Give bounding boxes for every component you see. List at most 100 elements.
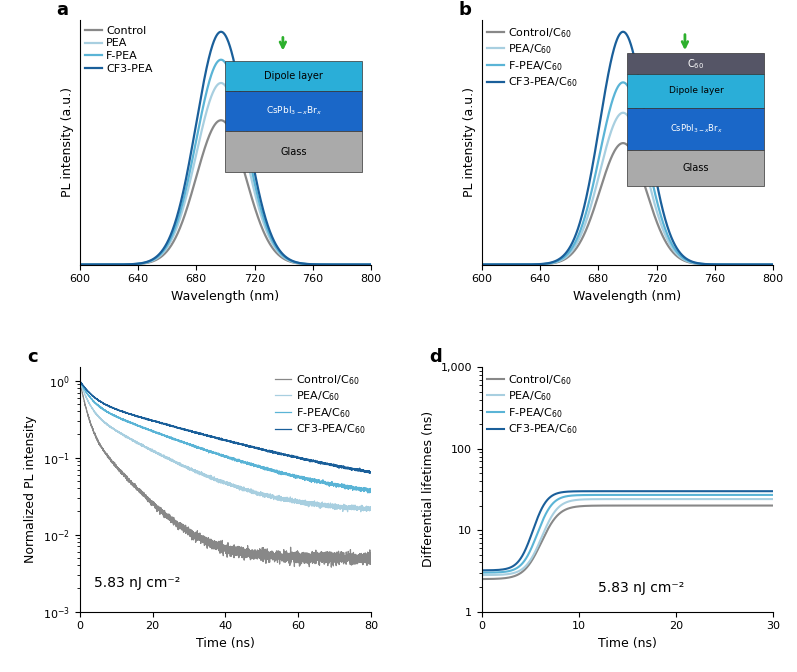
Control/C$_{60}$: [492, 575, 501, 583]
Line: CF3-PEA/C$_{60}$: CF3-PEA/C$_{60}$: [80, 380, 371, 473]
Legend: Control/C$_{60}$, PEA/C$_{60}$, F-PEA/C$_{60}$, CF3-PEA/C$_{60}$: Control/C$_{60}$, PEA/C$_{60}$, F-PEA/C$…: [275, 373, 366, 436]
Control: [252, 210, 261, 218]
CF3-PEA/C$_{60}$: [477, 566, 487, 575]
CF3-PEA/C$_{60}$: [768, 487, 778, 495]
Control/C$_{60}$: [768, 261, 778, 269]
CF3-PEA/C$_{60}$: [760, 487, 769, 495]
Control/C$_{60}$: [654, 223, 664, 231]
PEA/C$_{60}$: [698, 260, 708, 268]
F-PEA/C$_{60}$: [768, 491, 778, 499]
F-PEA/C$_{60}$: [343, 483, 352, 491]
CF3-PEA/C$_{60}$: [706, 487, 716, 495]
Line: Control/C$_{60}$: Control/C$_{60}$: [481, 143, 773, 265]
PEA/C$_{60}$: [367, 503, 376, 511]
PEA/C$_{60}$: [618, 495, 628, 503]
CF3-PEA: [75, 261, 84, 269]
Control/C$_{60}$: [327, 563, 336, 571]
CF3-PEA/C$_{60}$: [663, 223, 673, 231]
Line: PEA/C$_{60}$: PEA/C$_{60}$: [482, 499, 773, 575]
X-axis label: Wavelength (nm): Wavelength (nm): [171, 290, 280, 303]
CF3-PEA: [367, 261, 376, 269]
F-PEA/C$_{60}$: [495, 261, 505, 269]
PEA/C$_{60}$: [356, 508, 366, 516]
X-axis label: Wavelength (nm): Wavelength (nm): [573, 290, 681, 303]
PEA/C$_{60}$: [287, 496, 296, 504]
F-PEA/C$_{60}$: [706, 491, 716, 499]
F-PEA/C$_{60}$: [663, 231, 673, 239]
Control: [92, 261, 102, 269]
Legend: Control, PEA, F-PEA, CF3-PEA: Control, PEA, F-PEA, CF3-PEA: [85, 26, 153, 74]
F-PEA/C$_{60}$: [477, 261, 486, 269]
F-PEA/C$_{60}$: [768, 261, 778, 269]
PEA/C$_{60}$: [198, 470, 207, 478]
CF3-PEA: [217, 28, 226, 36]
CF3-PEA: [245, 139, 254, 147]
F-PEA/C$_{60}$: [357, 485, 367, 493]
Line: Control: Control: [80, 120, 371, 265]
PEA/C$_{60}$: [618, 109, 628, 117]
CF3-PEA: [326, 261, 336, 269]
Control/C$_{60}$: [706, 501, 716, 509]
F-PEA/C$_{60}$: [75, 377, 84, 385]
F-PEA: [296, 259, 306, 267]
Control: [217, 116, 226, 124]
PEA/C$_{60}$: [768, 261, 778, 269]
PEA: [245, 166, 254, 174]
PEA/C$_{60}$: [477, 261, 486, 269]
PEA/C$_{60}$: [492, 571, 501, 579]
F-PEA/C$_{60}$: [654, 205, 664, 213]
Control/C$_{60}$: [728, 261, 738, 269]
F-PEA: [245, 154, 254, 162]
Control/C$_{60}$: [495, 261, 505, 269]
CF3-PEA/C$_{60}$: [75, 376, 84, 384]
PEA: [92, 261, 102, 269]
CF3-PEA/C$_{60}$: [768, 261, 778, 269]
Y-axis label: Differential lifetimes (ns): Differential lifetimes (ns): [422, 411, 435, 567]
F-PEA: [252, 189, 261, 197]
Control/C$_{60}$: [618, 139, 628, 147]
CF3-PEA/C$_{60}$: [492, 566, 501, 574]
Legend: Control/C$_{60}$, PEA/C$_{60}$, F-PEA/C$_{60}$, CF3-PEA/C$_{60}$: Control/C$_{60}$, PEA/C$_{60}$, F-PEA/C$…: [487, 26, 578, 89]
F-PEA/C$_{60}$: [367, 487, 376, 495]
Control/C$_{60}$: [618, 501, 628, 509]
CF3-PEA/C$_{60}$: [698, 260, 708, 268]
F-PEA/C$_{60}$: [618, 79, 628, 87]
Control: [326, 261, 336, 269]
Control: [261, 232, 270, 240]
Y-axis label: PL intensity (a.u.): PL intensity (a.u.): [61, 87, 74, 198]
PEA: [217, 79, 226, 87]
CF3-PEA: [296, 259, 306, 267]
Control/C$_{60}$: [343, 550, 352, 558]
Control/C$_{60}$: [367, 553, 376, 561]
PEA/C$_{60}$: [646, 187, 656, 196]
PEA/C$_{60}$: [199, 470, 209, 478]
F-PEA/C$_{60}$: [287, 472, 296, 480]
Line: Control/C$_{60}$: Control/C$_{60}$: [482, 505, 773, 579]
Line: PEA/C$_{60}$: PEA/C$_{60}$: [481, 113, 773, 265]
PEA: [252, 197, 261, 205]
CF3-PEA/C$_{60}$: [477, 261, 486, 269]
CF3-PEA: [92, 261, 102, 269]
CF3-PEA/C$_{60}$: [760, 487, 769, 495]
F-PEA/C$_{60}$: [646, 173, 656, 181]
F-PEA/C$_{60}$: [698, 260, 708, 268]
PEA/C$_{60}$: [611, 495, 621, 503]
F-PEA/C$_{60}$: [618, 491, 628, 499]
F-PEA: [261, 220, 270, 228]
Line: CF3-PEA/C$_{60}$: CF3-PEA/C$_{60}$: [481, 32, 773, 265]
Control/C$_{60}$: [760, 501, 769, 509]
F-PEA/C$_{60}$: [760, 491, 769, 499]
F-PEA: [326, 261, 336, 269]
PEA/C$_{60}$: [706, 495, 716, 503]
PEA/C$_{60}$: [728, 261, 738, 269]
Line: PEA/C$_{60}$: PEA/C$_{60}$: [80, 381, 371, 512]
Text: a: a: [57, 1, 69, 19]
F-PEA/C$_{60}$: [611, 491, 621, 499]
Line: F-PEA/C$_{60}$: F-PEA/C$_{60}$: [481, 83, 773, 265]
Y-axis label: Normalized PL intensity: Normalized PL intensity: [25, 415, 37, 563]
F-PEA: [75, 261, 84, 269]
F-PEA: [367, 261, 376, 269]
PEA: [75, 261, 84, 269]
PEA/C$_{60}$: [760, 495, 769, 503]
Y-axis label: PL intensity (a.u.): PL intensity (a.u.): [463, 87, 476, 198]
